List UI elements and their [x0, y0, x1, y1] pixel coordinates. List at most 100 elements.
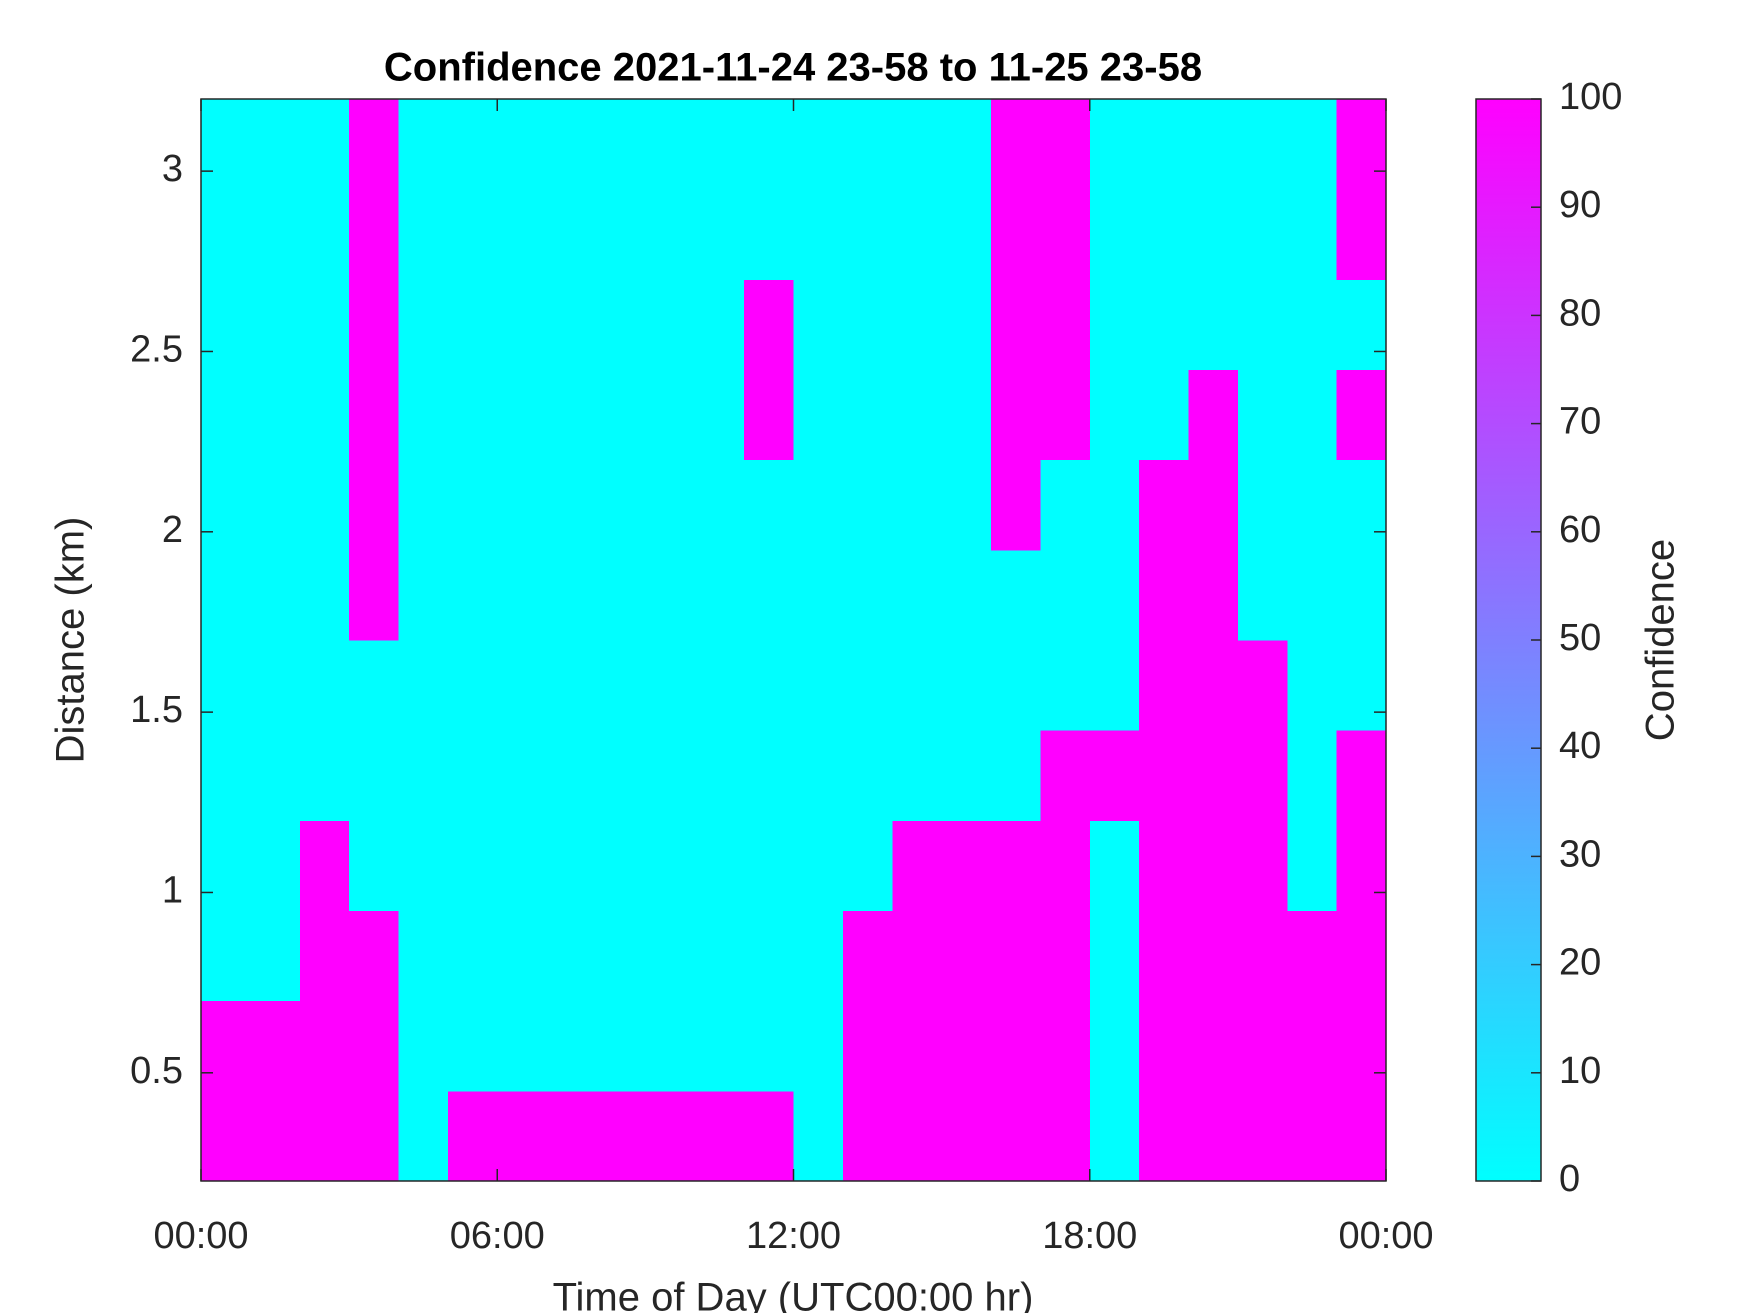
- colorbar-tick-label: 90: [1559, 184, 1601, 226]
- heatmap-cell: [892, 459, 943, 551]
- heatmap-cell: [299, 459, 350, 551]
- heatmap-cell: [497, 1000, 548, 1092]
- heatmap-cell: [793, 189, 844, 280]
- heatmap-cell: [497, 369, 548, 461]
- heatmap-cell: [250, 910, 301, 1002]
- heatmap-cell: [1237, 189, 1288, 280]
- heatmap-cell: [892, 820, 943, 911]
- heatmap-cell: [991, 189, 1041, 280]
- heatmap-cell: [991, 459, 1041, 551]
- heatmap-cell: [645, 820, 696, 911]
- heatmap-cell: [299, 549, 350, 641]
- heatmap-cell: [349, 1090, 399, 1182]
- x-tick-label: 12:00: [746, 1215, 841, 1257]
- heatmap-cell: [497, 189, 548, 280]
- heatmap-cell: [744, 730, 794, 821]
- heatmap-cell: [645, 369, 696, 461]
- heatmap-cell: [596, 730, 646, 821]
- heatmap-cell: [793, 730, 844, 821]
- heatmap-cell: [793, 910, 844, 1002]
- heatmap-cell: [842, 1000, 893, 1092]
- heatmap-cell: [842, 730, 893, 821]
- heatmap-cell: [793, 369, 844, 461]
- heatmap-cell: [1287, 910, 1338, 1002]
- heatmap-cell: [941, 279, 992, 370]
- heatmap-cell: [1188, 549, 1239, 641]
- heatmap-cell: [1237, 549, 1288, 641]
- heatmap-cell: [349, 910, 399, 1002]
- heatmap-cell: [1287, 279, 1338, 370]
- heatmap-cell: [1287, 820, 1338, 911]
- heatmap-cell: [744, 189, 794, 280]
- heatmap-cell: [744, 1090, 794, 1182]
- heatmap-cell: [447, 910, 498, 1002]
- heatmap-cell: [744, 369, 794, 461]
- heatmap-cell: [1139, 549, 1189, 641]
- heatmap-cell: [744, 1000, 794, 1092]
- heatmap-cell: [1188, 1000, 1239, 1092]
- heatmap-cell: [398, 99, 449, 190]
- heatmap-cell: [250, 820, 301, 911]
- heatmap-cell: [201, 99, 251, 190]
- heatmap-cell: [299, 1090, 350, 1182]
- heatmap-cell: [201, 640, 251, 731]
- heatmap-cell: [645, 99, 696, 190]
- heatmap-cell: [694, 640, 745, 731]
- heatmap-cell: [299, 279, 350, 370]
- heatmap-cell: [497, 1090, 548, 1182]
- heatmap-cell: [1188, 730, 1239, 821]
- colorbar-tick-label: 70: [1559, 401, 1601, 443]
- heatmap-cell: [1139, 910, 1189, 1002]
- heatmap-cell: [497, 730, 548, 821]
- colorbar-tick-label: 30: [1559, 833, 1601, 875]
- heatmap-cell: [645, 730, 696, 821]
- heatmap-cell: [991, 369, 1041, 461]
- heatmap-cell: [1188, 640, 1239, 731]
- heatmap-cell: [1139, 279, 1189, 370]
- heatmap-cell: [497, 549, 548, 641]
- heatmap-cell: [1336, 99, 1387, 190]
- heatmap-cell: [1040, 820, 1091, 911]
- heatmap-cell: [349, 99, 399, 190]
- colorbar-tick-label: 100: [1559, 76, 1622, 118]
- heatmap-cell: [1188, 189, 1239, 280]
- heatmap-cell: [1287, 1090, 1338, 1182]
- heatmap-cell: [892, 1090, 943, 1182]
- heatmap-cell: [497, 459, 548, 551]
- heatmap-cell: [892, 279, 943, 370]
- heatmap-cell: [793, 459, 844, 551]
- heatmap-cell: [1089, 369, 1140, 461]
- heatmap-cell: [546, 549, 597, 641]
- x-tick-label: 00:00: [1338, 1215, 1433, 1257]
- heatmap-cell: [349, 189, 399, 280]
- heatmap-cell: [349, 549, 399, 641]
- heatmap-cell: [250, 1000, 301, 1092]
- heatmap-cell: [201, 820, 251, 911]
- heatmap-cell: [744, 99, 794, 190]
- heatmap-cell: [842, 549, 893, 641]
- heatmap-cell: [546, 910, 597, 1002]
- heatmap-cell: [596, 1000, 646, 1092]
- heatmap-cell: [447, 279, 498, 370]
- heatmap-cell: [1237, 369, 1288, 461]
- heatmap-cell: [596, 459, 646, 551]
- heatmap-cell: [1287, 459, 1338, 551]
- heatmap-cell: [1237, 820, 1288, 911]
- heatmap-cell: [497, 99, 548, 190]
- heatmap-cell: [497, 820, 548, 911]
- heatmap-cell: [744, 549, 794, 641]
- heatmap-cell: [1188, 1090, 1239, 1182]
- heatmap-cell: [447, 1000, 498, 1092]
- heatmap-cell: [398, 910, 449, 1002]
- heatmap-cell: [398, 279, 449, 370]
- heatmap-cell: [1089, 279, 1140, 370]
- heatmap-cell: [1040, 369, 1091, 461]
- colorbar-tick-label: 50: [1559, 617, 1601, 659]
- heatmap-cell: [596, 1090, 646, 1182]
- heatmap-cell: [991, 910, 1041, 1002]
- heatmap-cell: [941, 369, 992, 461]
- heatmap-cell: [250, 279, 301, 370]
- heatmap-cell: [1336, 730, 1387, 821]
- heatmap-cell: [793, 549, 844, 641]
